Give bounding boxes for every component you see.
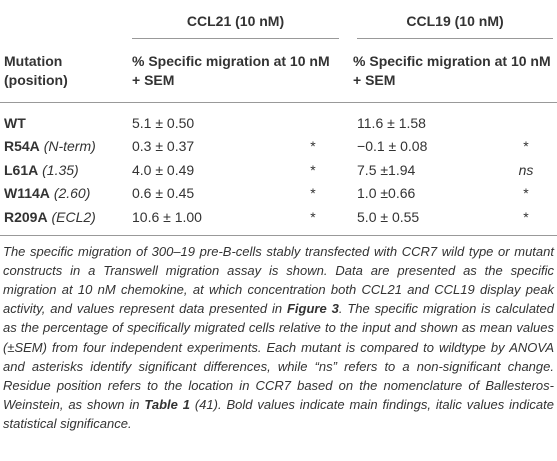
column-header: % Specific migration at 10 nM + SEM: [343, 40, 557, 103]
reference: Table 1: [144, 397, 190, 413]
column-header: % Specific migration at 10 nM + SEM: [128, 40, 344, 103]
mutation-cell: R54A (N-term): [0, 135, 128, 159]
significance: ns: [518, 161, 534, 178]
table-row: WT 5.1 ± 0.50 11.6 ± 1.58: [0, 103, 557, 135]
value-cell: −0.1 ± 0.08: [357, 138, 428, 155]
value-cell: 11.6 ± 1.58: [357, 114, 426, 131]
significance: *: [283, 205, 344, 236]
mutation: R209A: [4, 208, 48, 225]
significance: *: [523, 138, 529, 155]
column-header: Mutation (position): [4, 53, 68, 88]
significance: *: [310, 185, 316, 202]
value-cell: 4.0 ± 0.49: [132, 161, 195, 178]
significance: *: [523, 185, 529, 202]
mutation-cell: W114A (2.60): [0, 182, 128, 206]
significance: *: [310, 138, 316, 155]
data-table: CCL21 (10 nM) CCL19 (10 nM) Mutation (po…: [0, 1, 557, 236]
value-cell: 0.3 ± 0.37: [132, 138, 195, 155]
significance: *: [310, 161, 316, 178]
value-cell: 5.1 ± 0.50: [132, 114, 195, 131]
group-header: CCL21 (10 nM): [132, 1, 340, 39]
mutation-cell: L61A (1.35): [0, 158, 128, 182]
mutation: W114A: [4, 185, 50, 202]
caption-text: (41). Bold values indicate main findings…: [3, 397, 554, 432]
caption-text: . The specific migration is calculated a…: [3, 301, 554, 413]
table-row: R54A (N-term) 0.3 ± 0.37 * −0.1 ± 0.08 *: [0, 135, 557, 159]
table-body: WT 5.1 ± 0.50 11.6 ± 1.58 R54A (N-term) 0.3 …: [0, 103, 557, 236]
mutation: WT: [4, 114, 26, 131]
group-header: CCL19 (10 nM): [357, 1, 554, 39]
value-cell: 0.6 ± 0.45: [132, 185, 195, 202]
position: (N-term): [43, 138, 96, 155]
value-cell: 7.5 ±1.94: [357, 161, 416, 178]
mutation-cell: WT: [0, 103, 128, 135]
caption-text: The specific migration of 300–19 pre-B-c…: [3, 243, 554, 317]
table-row: W114A (2.60) 0.6 ± 0.45 * 1.0 ±0.66 *: [0, 182, 557, 206]
position: (1.35): [42, 161, 79, 178]
caption: The specific migration of 300–19 pre-B-c…: [0, 236, 557, 434]
reference: Figure 3: [286, 301, 339, 317]
value-cell: 10.6 ± 1.00: [128, 205, 283, 236]
empty-cell: [495, 103, 557, 135]
mutation: R54A: [4, 138, 40, 155]
mutation-cell: R209A (ECL2): [0, 205, 128, 236]
table-row: L61A (1.35) 4.0 ± 0.49 * 7.5 ±1.94 ns: [0, 158, 557, 182]
position: (2.60): [53, 185, 91, 202]
position: (ECL2): [51, 208, 96, 225]
table-row: R209A (ECL2) 10.6 ± 1.00 * 5.0 ± 0.55 *: [0, 205, 557, 236]
value-cell: 5.0 ± 0.55: [343, 205, 496, 236]
mutation: L61A: [4, 161, 39, 178]
empty-cell: [283, 103, 343, 135]
value-cell: 1.0 ±0.66: [357, 185, 416, 202]
significance: *: [495, 205, 557, 236]
